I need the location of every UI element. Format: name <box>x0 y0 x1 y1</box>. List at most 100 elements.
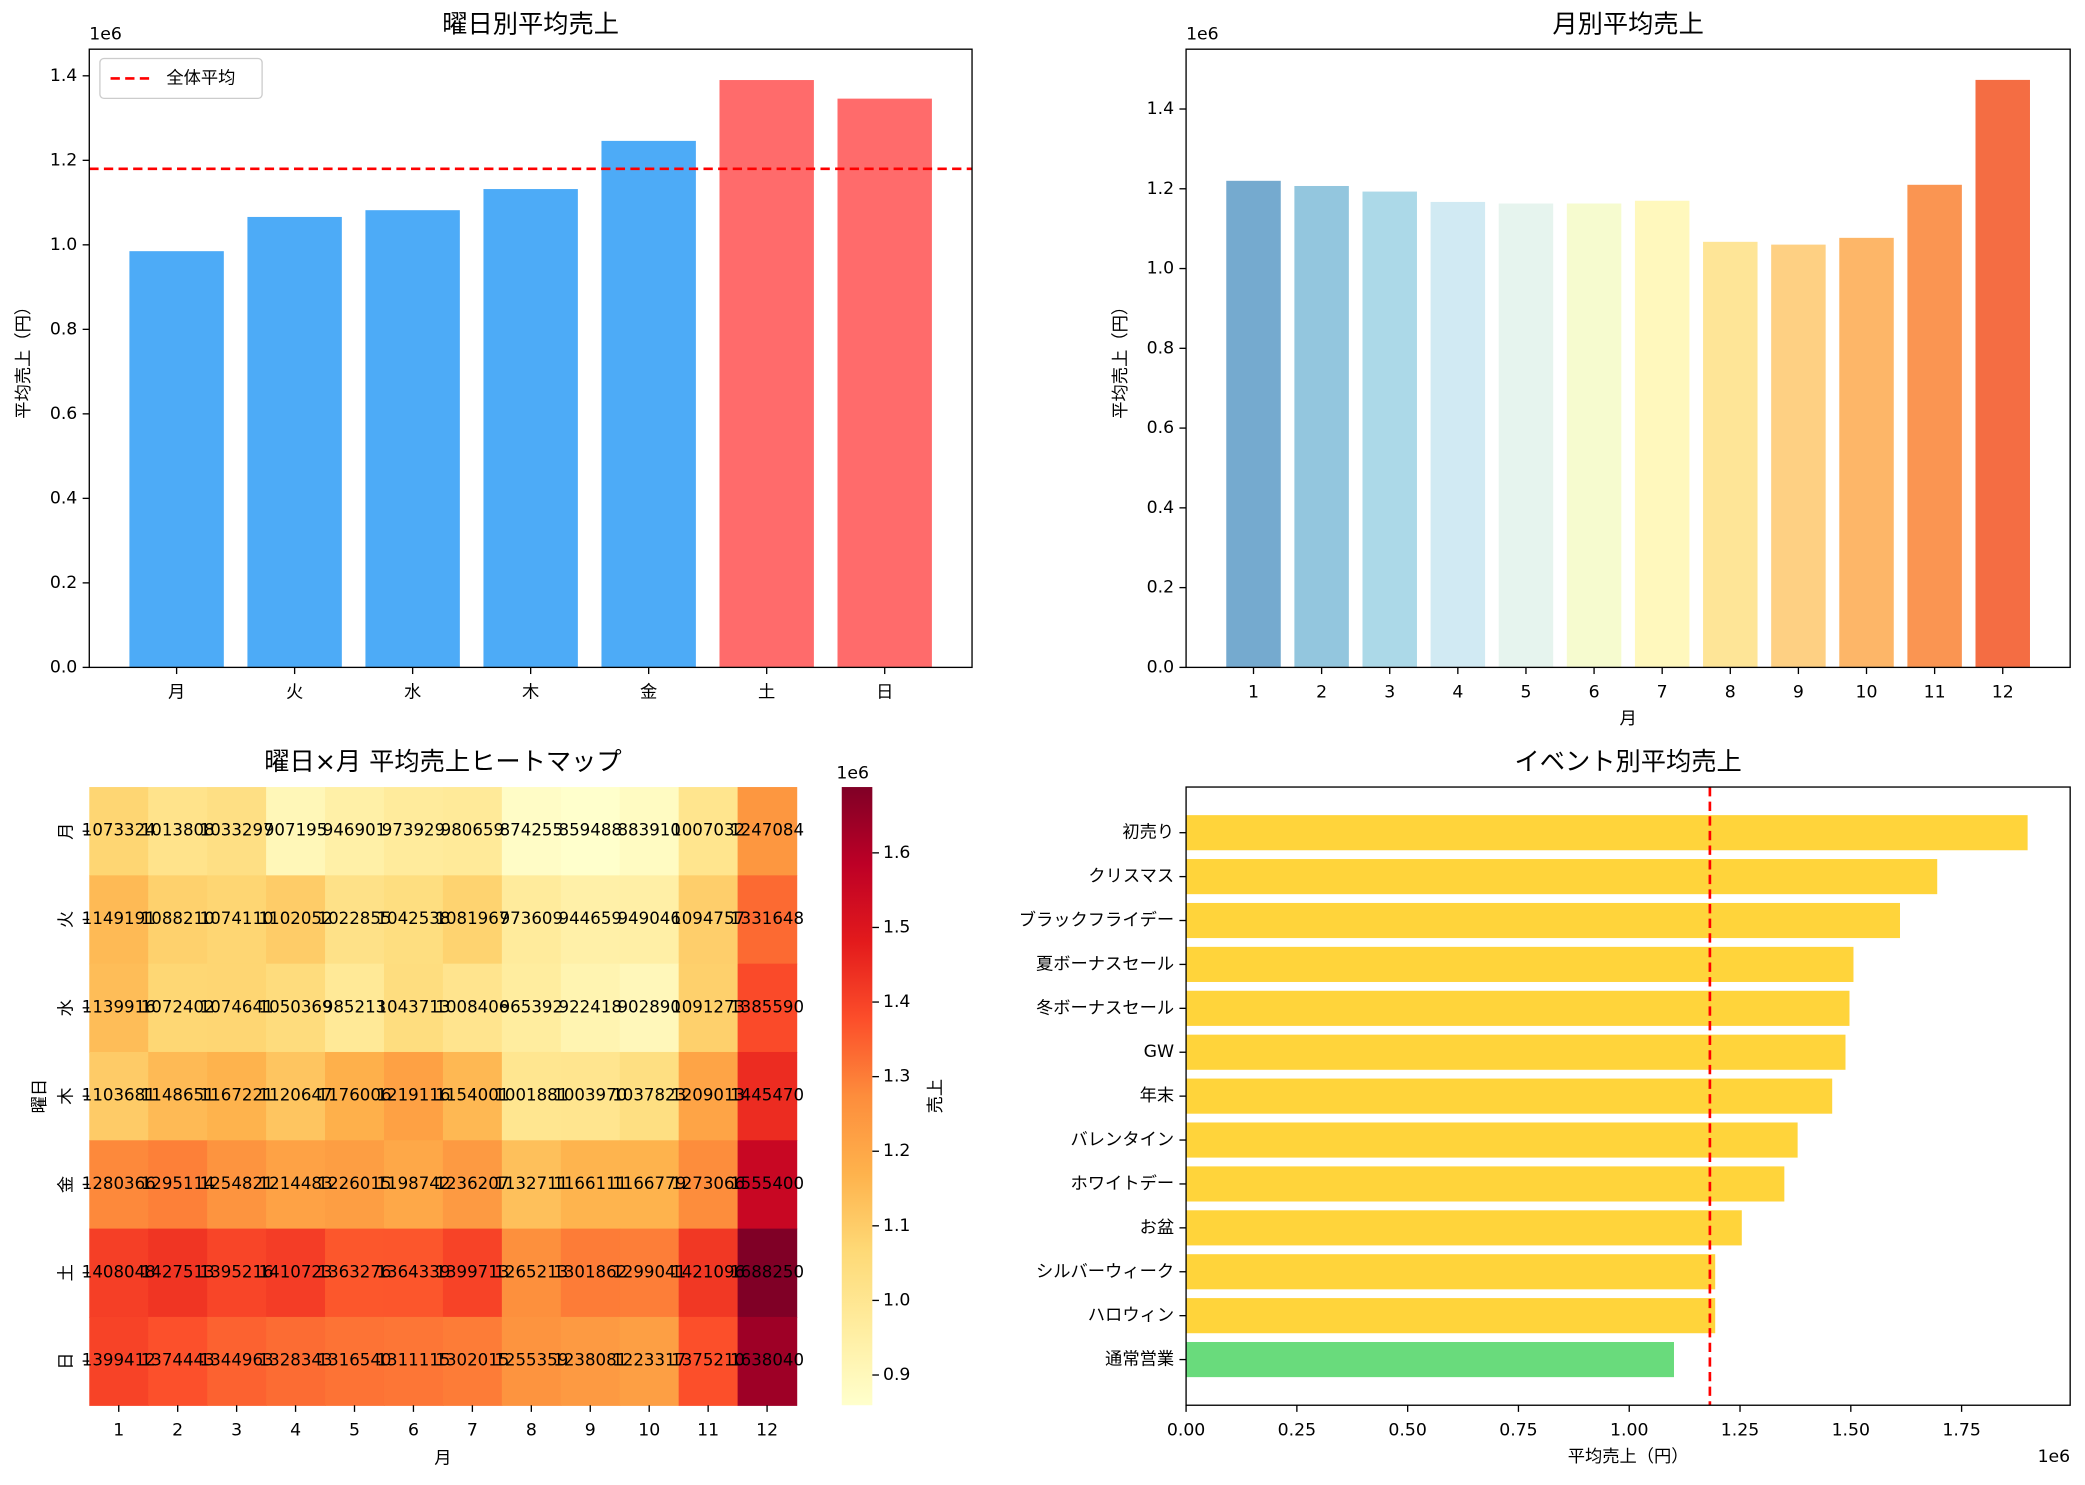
cell-annotation: 1148651 <box>141 1086 215 1105</box>
y-tick-label: 金 <box>57 1176 77 1193</box>
heatmap-cell <box>383 1228 444 1318</box>
cell-annotation: 973609 <box>500 909 563 928</box>
colorbar-label: 売上 <box>926 1079 946 1114</box>
y-tick-label: 初売り <box>1122 823 1174 843</box>
cell-annotation: 1008406 <box>435 997 509 1016</box>
cell-annotation: 1273066 <box>671 1174 745 1193</box>
y-tick-label: 0.0 <box>50 657 77 677</box>
cell-annotation: 1074641 <box>200 997 274 1016</box>
bar <box>1186 902 1900 939</box>
heatmap-cell <box>207 1140 267 1230</box>
cell-annotation: 1043713 <box>376 997 450 1016</box>
cell-annotation: 1255359 <box>494 1351 568 1370</box>
y-axis-label: 平均売上（円） <box>1111 298 1131 419</box>
colorbar-tick-label: 1.5 <box>883 917 910 937</box>
cell-annotation: 883910 <box>618 821 681 840</box>
cell-annotation: 1013808 <box>141 821 215 840</box>
y-tick-label: 通常営業 <box>1105 1350 1174 1370</box>
x-tick-label: 木 <box>522 683 539 703</box>
y-tick-label: お盆 <box>1140 1218 1175 1238</box>
bar <box>247 216 342 668</box>
cell-annotation: 1236207 <box>435 1174 509 1193</box>
heatmap-cell <box>678 787 739 877</box>
heatmap-cell <box>560 963 621 1053</box>
x-tick-label: 5 <box>1520 683 1531 703</box>
heatmap-cell <box>619 963 680 1053</box>
cell-annotation: 1295114 <box>141 1174 215 1193</box>
x-axis-label: 月 <box>434 1448 451 1468</box>
cell-annotation: 874255 <box>500 821 563 840</box>
x-tick-label: 10 <box>1856 683 1878 703</box>
bar <box>1703 241 1758 668</box>
heatmap-cell <box>678 1140 739 1230</box>
cell-annotation: 1302015 <box>435 1351 509 1370</box>
colorbar-offset-label: 1e6 <box>836 764 869 784</box>
x-tick-label: 1.75 <box>1942 1420 1980 1440</box>
heatmap-cell <box>560 1228 621 1318</box>
x-tick-label: 10 <box>638 1420 660 1440</box>
axes-frame <box>88 48 973 669</box>
cell-annotation: 922418 <box>559 997 622 1016</box>
cell-annotation: 1265213 <box>494 1262 568 1281</box>
x-tick-label: 7 <box>467 1420 478 1440</box>
x-tick-label: 火 <box>286 683 303 703</box>
bar <box>1226 180 1281 668</box>
heatmap-cell <box>678 875 739 965</box>
cell-annotation: 1301862 <box>553 1262 627 1281</box>
heatmap-cell <box>325 1228 385 1318</box>
y-tick-label: シルバーウィーク <box>1036 1262 1174 1282</box>
heatmap-cell <box>148 1316 208 1406</box>
cell-annotation: 944659 <box>559 909 622 928</box>
x-tick-label: 2 <box>172 1420 183 1440</box>
cell-annotation: 1364339 <box>376 1262 450 1281</box>
heatmap-cell <box>148 1051 208 1141</box>
cell-annotation: 1363276 <box>318 1262 392 1281</box>
x-tick-label: 9 <box>585 1420 596 1440</box>
cell-annotation: 1003970 <box>553 1086 627 1105</box>
bar <box>1186 1122 1798 1158</box>
heatmap-cell <box>619 1228 680 1318</box>
bar <box>1498 203 1554 668</box>
bar <box>1839 237 1894 668</box>
heatmap-cell <box>325 787 385 877</box>
cell-annotation: 1209013 <box>671 1086 745 1105</box>
x-tick-label: 0.00 <box>1167 1420 1205 1440</box>
x-tick-label: 11 <box>697 1420 719 1440</box>
y-axis-label: 曜日 <box>30 1079 50 1114</box>
heatmap-cell <box>266 1140 326 1230</box>
heatmap-cell <box>383 963 444 1053</box>
cell-annotation: 949046 <box>618 909 681 928</box>
y-tick-label: クリスマス <box>1088 867 1174 887</box>
y-tick-label: 木 <box>57 1088 77 1105</box>
heatmap-cell <box>266 1051 326 1141</box>
cell-annotation: 1120647 <box>259 1086 333 1105</box>
heatmap-cell <box>89 1051 149 1141</box>
cell-annotation: 1154001 <box>435 1086 509 1105</box>
bar <box>129 251 224 668</box>
cell-annotation: 1638040 <box>730 1351 804 1370</box>
bar <box>1430 201 1486 668</box>
cell-annotation: 1427513 <box>141 1262 215 1281</box>
x-tick-label: 4 <box>1452 683 1463 703</box>
cell-annotation: 1103681 <box>82 1086 156 1105</box>
heatmap-cell <box>383 1316 444 1406</box>
heatmap-cell <box>737 1316 798 1406</box>
y-tick-label: 1.2 <box>1147 179 1174 199</box>
heatmap-cell <box>619 875 680 965</box>
heatmap-cell <box>148 1140 208 1230</box>
x-tick-label: 8 <box>1725 683 1736 703</box>
y-tick-label: ハロウィン <box>1088 1306 1174 1326</box>
heatmap-cell <box>148 1228 208 1318</box>
x-tick-label: 11 <box>1924 683 1946 703</box>
cell-annotation: 1037823 <box>612 1086 686 1105</box>
x-tick-label: 3 <box>231 1420 242 1440</box>
y-tick-label: 夏ボーナスセール <box>1036 954 1174 974</box>
cell-annotation: 1385590 <box>730 997 804 1016</box>
heatmap-cell <box>207 787 267 877</box>
bar <box>1186 946 1854 982</box>
cell-annotation: 1688250 <box>730 1262 804 1281</box>
cell-annotation: 1375210 <box>671 1351 745 1370</box>
cell-annotation: 1088210 <box>141 909 215 928</box>
y-tick-label: 0.6 <box>1147 418 1174 438</box>
